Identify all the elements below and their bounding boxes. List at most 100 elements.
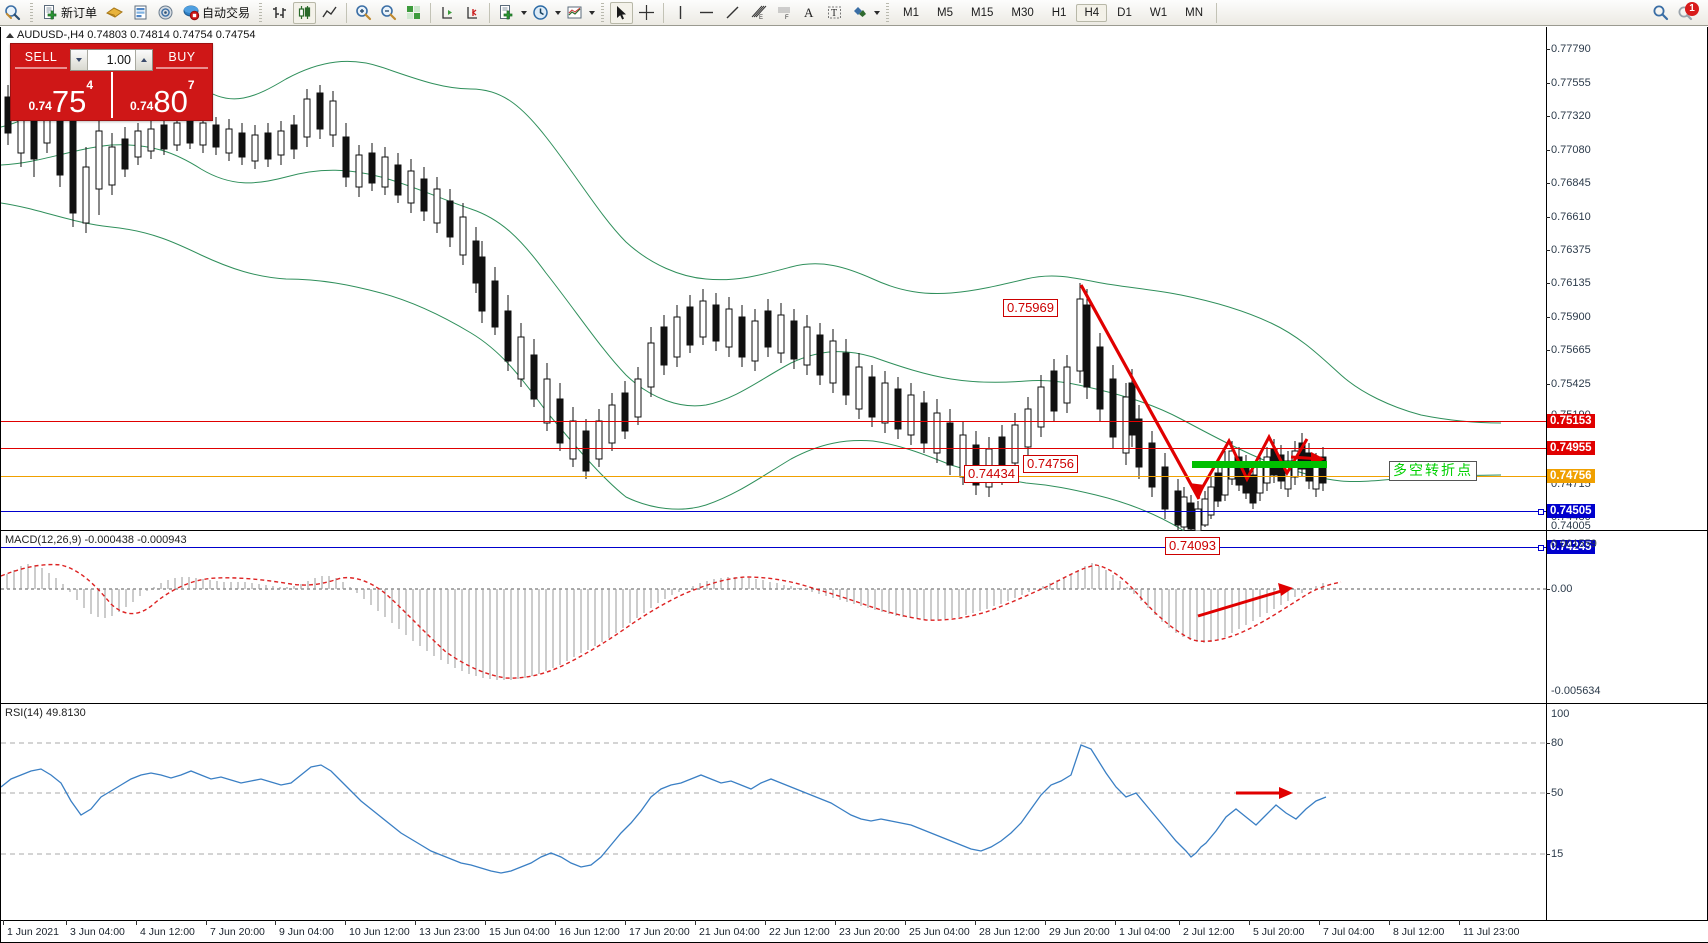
rsi-pane[interactable]: RSI(14) 49.8130 100 80 50 15 [1,705,1708,920]
text-icon[interactable]: T [823,2,846,24]
hline-074955[interactable] [1,448,1546,449]
period-icon[interactable] [529,2,552,24]
sell-price-big: 75 [51,84,87,119]
shift-end-icon[interactable] [436,2,459,24]
zoom-out-icon[interactable] [377,2,400,24]
price-badge-074756: 0.74756 [1547,469,1595,483]
text-label-icon[interactable]: A [798,2,821,24]
fibonacci-icon[interactable]: E [746,2,770,24]
timeframe-mn[interactable]: MN [1185,6,1203,19]
indicators-icon[interactable] [495,2,518,24]
crosshair-icon[interactable] [635,2,658,24]
price-tick: 0.77080 [1546,144,1591,156]
price-badge-074245: 0.74245 [1547,540,1595,554]
timeframe-h4[interactable]: H4 [1076,3,1108,22]
annotation-074434[interactable]: 0.74434 [964,465,1019,483]
timeframe-m15[interactable]: M15 [971,6,994,19]
hline-handle-074505[interactable] [1538,509,1544,515]
equidistant-channel-icon[interactable]: F [772,2,796,24]
price-tick: 0.74005 [1551,520,1591,532]
toolbar-grip-4[interactable] [884,2,892,23]
macd-chart-svg [1,563,1546,680]
time-tick: 1 Jun 2021 [3,920,59,938]
annotation-075969[interactable]: 0.75969 [1003,299,1058,317]
buy-button[interactable]: BUY [156,50,208,69]
search-icon[interactable] [1649,2,1672,24]
candlestick-series [4,85,1327,531]
auto-scroll-icon[interactable] [461,2,484,24]
macd-pane[interactable]: MACD(12,26,9) -0.000438 -0.000943 0.0015… [1,532,1708,704]
volume-input[interactable]: 1.00 [88,49,135,70]
sell-price[interactable]: 0.74 75 4 [11,72,111,118]
timeframe-d1[interactable]: D1 [1117,6,1132,19]
horizontal-line-icon[interactable] [694,2,719,24]
toolbar-grip[interactable] [28,2,35,23]
volume-decrement-button[interactable] [71,49,88,70]
navigator-icon[interactable] [129,2,152,24]
period-dropdown-arrow[interactable] [553,2,562,24]
annotation-074093[interactable]: 0.74093 [1165,537,1220,555]
vertical-line-icon[interactable] [669,2,692,24]
hline-074756[interactable] [1,476,1546,477]
price-tick: 0.76845 [1546,177,1591,189]
volume-increment-button[interactable] [135,49,152,70]
templates-icon[interactable] [563,2,586,24]
rsi-line [1,744,1327,874]
price-tick: 0.75665 [1546,344,1591,356]
hline-handle-074245[interactable] [1538,545,1544,551]
time-tick: 13 Jun 23:00 [415,920,480,938]
time-tick: 4 Jun 12:00 [136,920,195,938]
time-axis[interactable]: 1 Jun 2021 3 Jun 04:00 4 Jun 12:00 7 Jun… [1,920,1708,942]
annotation-turning-point[interactable]: 多空转折点 [1389,461,1477,481]
toolbar-grip-2[interactable] [257,2,265,23]
chart-window[interactable]: AUDUSD-,H4 0.74803 0.74814 0.74754 0.747… [0,27,1708,943]
expert-advisor-icon[interactable] [102,2,127,24]
buy-price[interactable]: 0.74 80 7 [110,72,213,118]
main-toolbar: 新订单 [0,0,1708,26]
time-tick: 9 Jun 04:00 [275,920,334,938]
time-tick: 29 Jun 20:00 [1045,920,1110,938]
support-zone-band [1192,461,1327,468]
annotation-074756[interactable]: 0.74756 [1023,455,1078,473]
shapes-icon[interactable] [848,2,871,24]
timeframe-w1[interactable]: W1 [1149,6,1168,19]
zoom-in-icon[interactable] [352,2,375,24]
chart-collapse-icon[interactable] [6,33,14,38]
signals-icon[interactable] [154,2,177,24]
timeframe-h1[interactable]: H1 [1051,6,1067,19]
time-tick: 22 Jun 12:00 [765,920,830,938]
hline-074245[interactable] [1,545,1546,551]
line-chart-icon[interactable] [318,2,341,24]
one-click-trading-panel[interactable]: SELL 1.00 BUY 0.74 75 4 0.74 [10,43,213,121]
volume-stepper[interactable]: 1.00 [70,48,153,71]
toolbar-grip-3[interactable] [599,2,607,23]
sell-price-sup: 4 [86,78,94,92]
hline-074505[interactable] [1,509,1546,515]
candlestick-chart-icon[interactable] [293,1,317,24]
timeframe-m1[interactable]: M1 [903,6,920,19]
buy-price-prefix: 0.74 [129,99,154,113]
notifications-icon[interactable]: 1 [1674,1,1699,24]
autotrading-label: 自动交易 [202,6,251,20]
time-tick: 21 Jun 04:00 [695,920,760,938]
hline-075153[interactable] [1,421,1546,422]
shapes-dropdown-arrow[interactable] [872,2,881,24]
magnifier-icon[interactable] [1,2,24,24]
price-tick: 0.75900 [1546,311,1591,323]
autotrading-button[interactable]: 自动交易 [179,2,253,24]
price-pane[interactable]: AUDUSD-,H4 0.74803 0.74814 0.74754 0.747… [1,27,1708,555]
trendline-icon[interactable] [721,2,744,24]
tile-windows-icon[interactable] [402,2,425,24]
timeframe-m5[interactable]: M5 [937,6,953,19]
price-tick: 0.75425 [1546,378,1591,390]
indicators-dropdown-arrow[interactable] [519,2,528,24]
timeframe-m30[interactable]: M30 [1011,6,1034,19]
new-order-button[interactable]: 新订单 [39,2,100,24]
cursor-icon[interactable] [610,1,634,24]
templates-dropdown-arrow[interactable] [587,2,596,24]
rsi-label: RSI(14) 49.8130 [5,707,86,719]
sell-button[interactable]: SELL [15,50,67,69]
bar-chart-icon[interactable] [268,2,291,24]
time-tick: 3 Jun 04:00 [66,920,125,938]
price-axis-divider [1546,27,1547,942]
